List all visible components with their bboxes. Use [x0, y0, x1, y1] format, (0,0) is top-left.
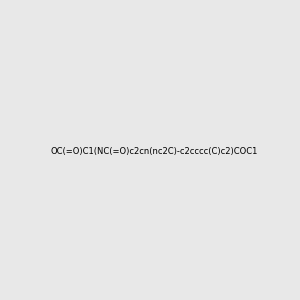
Text: OC(=O)C1(NC(=O)c2cn(nc2C)-c2cccc(C)c2)COC1: OC(=O)C1(NC(=O)c2cn(nc2C)-c2cccc(C)c2)CO… — [50, 147, 257, 156]
